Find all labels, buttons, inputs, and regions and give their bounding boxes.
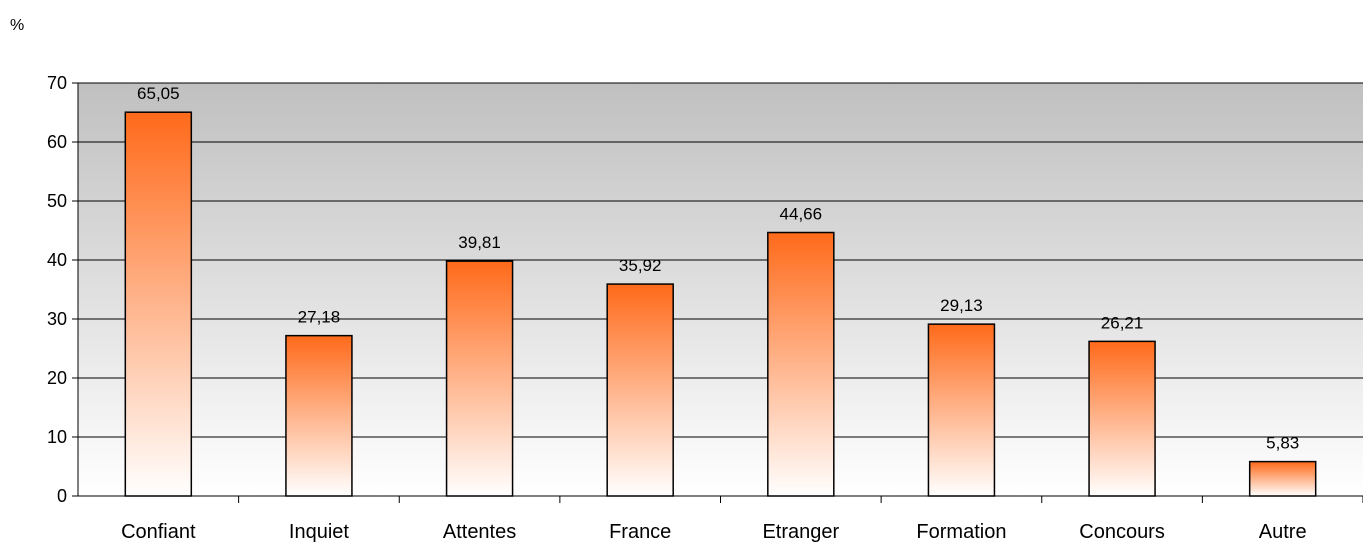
data-label: 5,83 (1266, 434, 1299, 453)
x-tick-label: Confiant (121, 521, 196, 543)
data-label: 27,18 (298, 308, 341, 327)
labels: 0 10 20 30 40 50 60 70 65,05 Confiant 27,18 Inquiet… (47, 73, 1307, 543)
bar-france (606, 283, 674, 497)
bar-confiant (124, 111, 193, 497)
x-tick-label: France (609, 521, 671, 543)
bar-attentes (445, 260, 514, 497)
y-tick-label: 30 (47, 309, 67, 329)
bar-autre (1248, 460, 1317, 497)
bar-inquiet (285, 334, 353, 497)
y-tick-label: 20 (47, 368, 67, 388)
y-tick-label: 50 (47, 191, 67, 211)
y-tick-label: 60 (47, 132, 67, 152)
data-label: 39,81 (458, 233, 501, 252)
y-tick-label: 70 (47, 73, 67, 93)
x-tick-label: Concours (1079, 521, 1165, 543)
plot-area (78, 83, 1363, 496)
data-label: 44,66 (780, 205, 823, 224)
y-unit-label: % (10, 17, 24, 34)
bar-etranger (767, 231, 835, 497)
bar-concours (1088, 340, 1156, 497)
x-tick-label: Inquiet (289, 521, 349, 543)
axes (72, 82, 1363, 503)
data-label: 29,13 (940, 296, 983, 315)
data-label: 26,21 (1101, 313, 1144, 332)
data-label: 65,05 (137, 84, 180, 103)
x-tick-label: Etranger (762, 521, 839, 543)
data-label: 35,92 (619, 256, 662, 275)
x-tick-label: Autre (1259, 521, 1307, 543)
x-tick-label: Formation (916, 521, 1006, 543)
x-tick-label: Attentes (443, 521, 516, 543)
y-tick-label: 10 (47, 427, 67, 447)
bar-formation (927, 323, 996, 497)
y-tick-label: 40 (47, 250, 67, 270)
y-tick-label: 0 (57, 486, 67, 506)
bars (124, 111, 1317, 497)
